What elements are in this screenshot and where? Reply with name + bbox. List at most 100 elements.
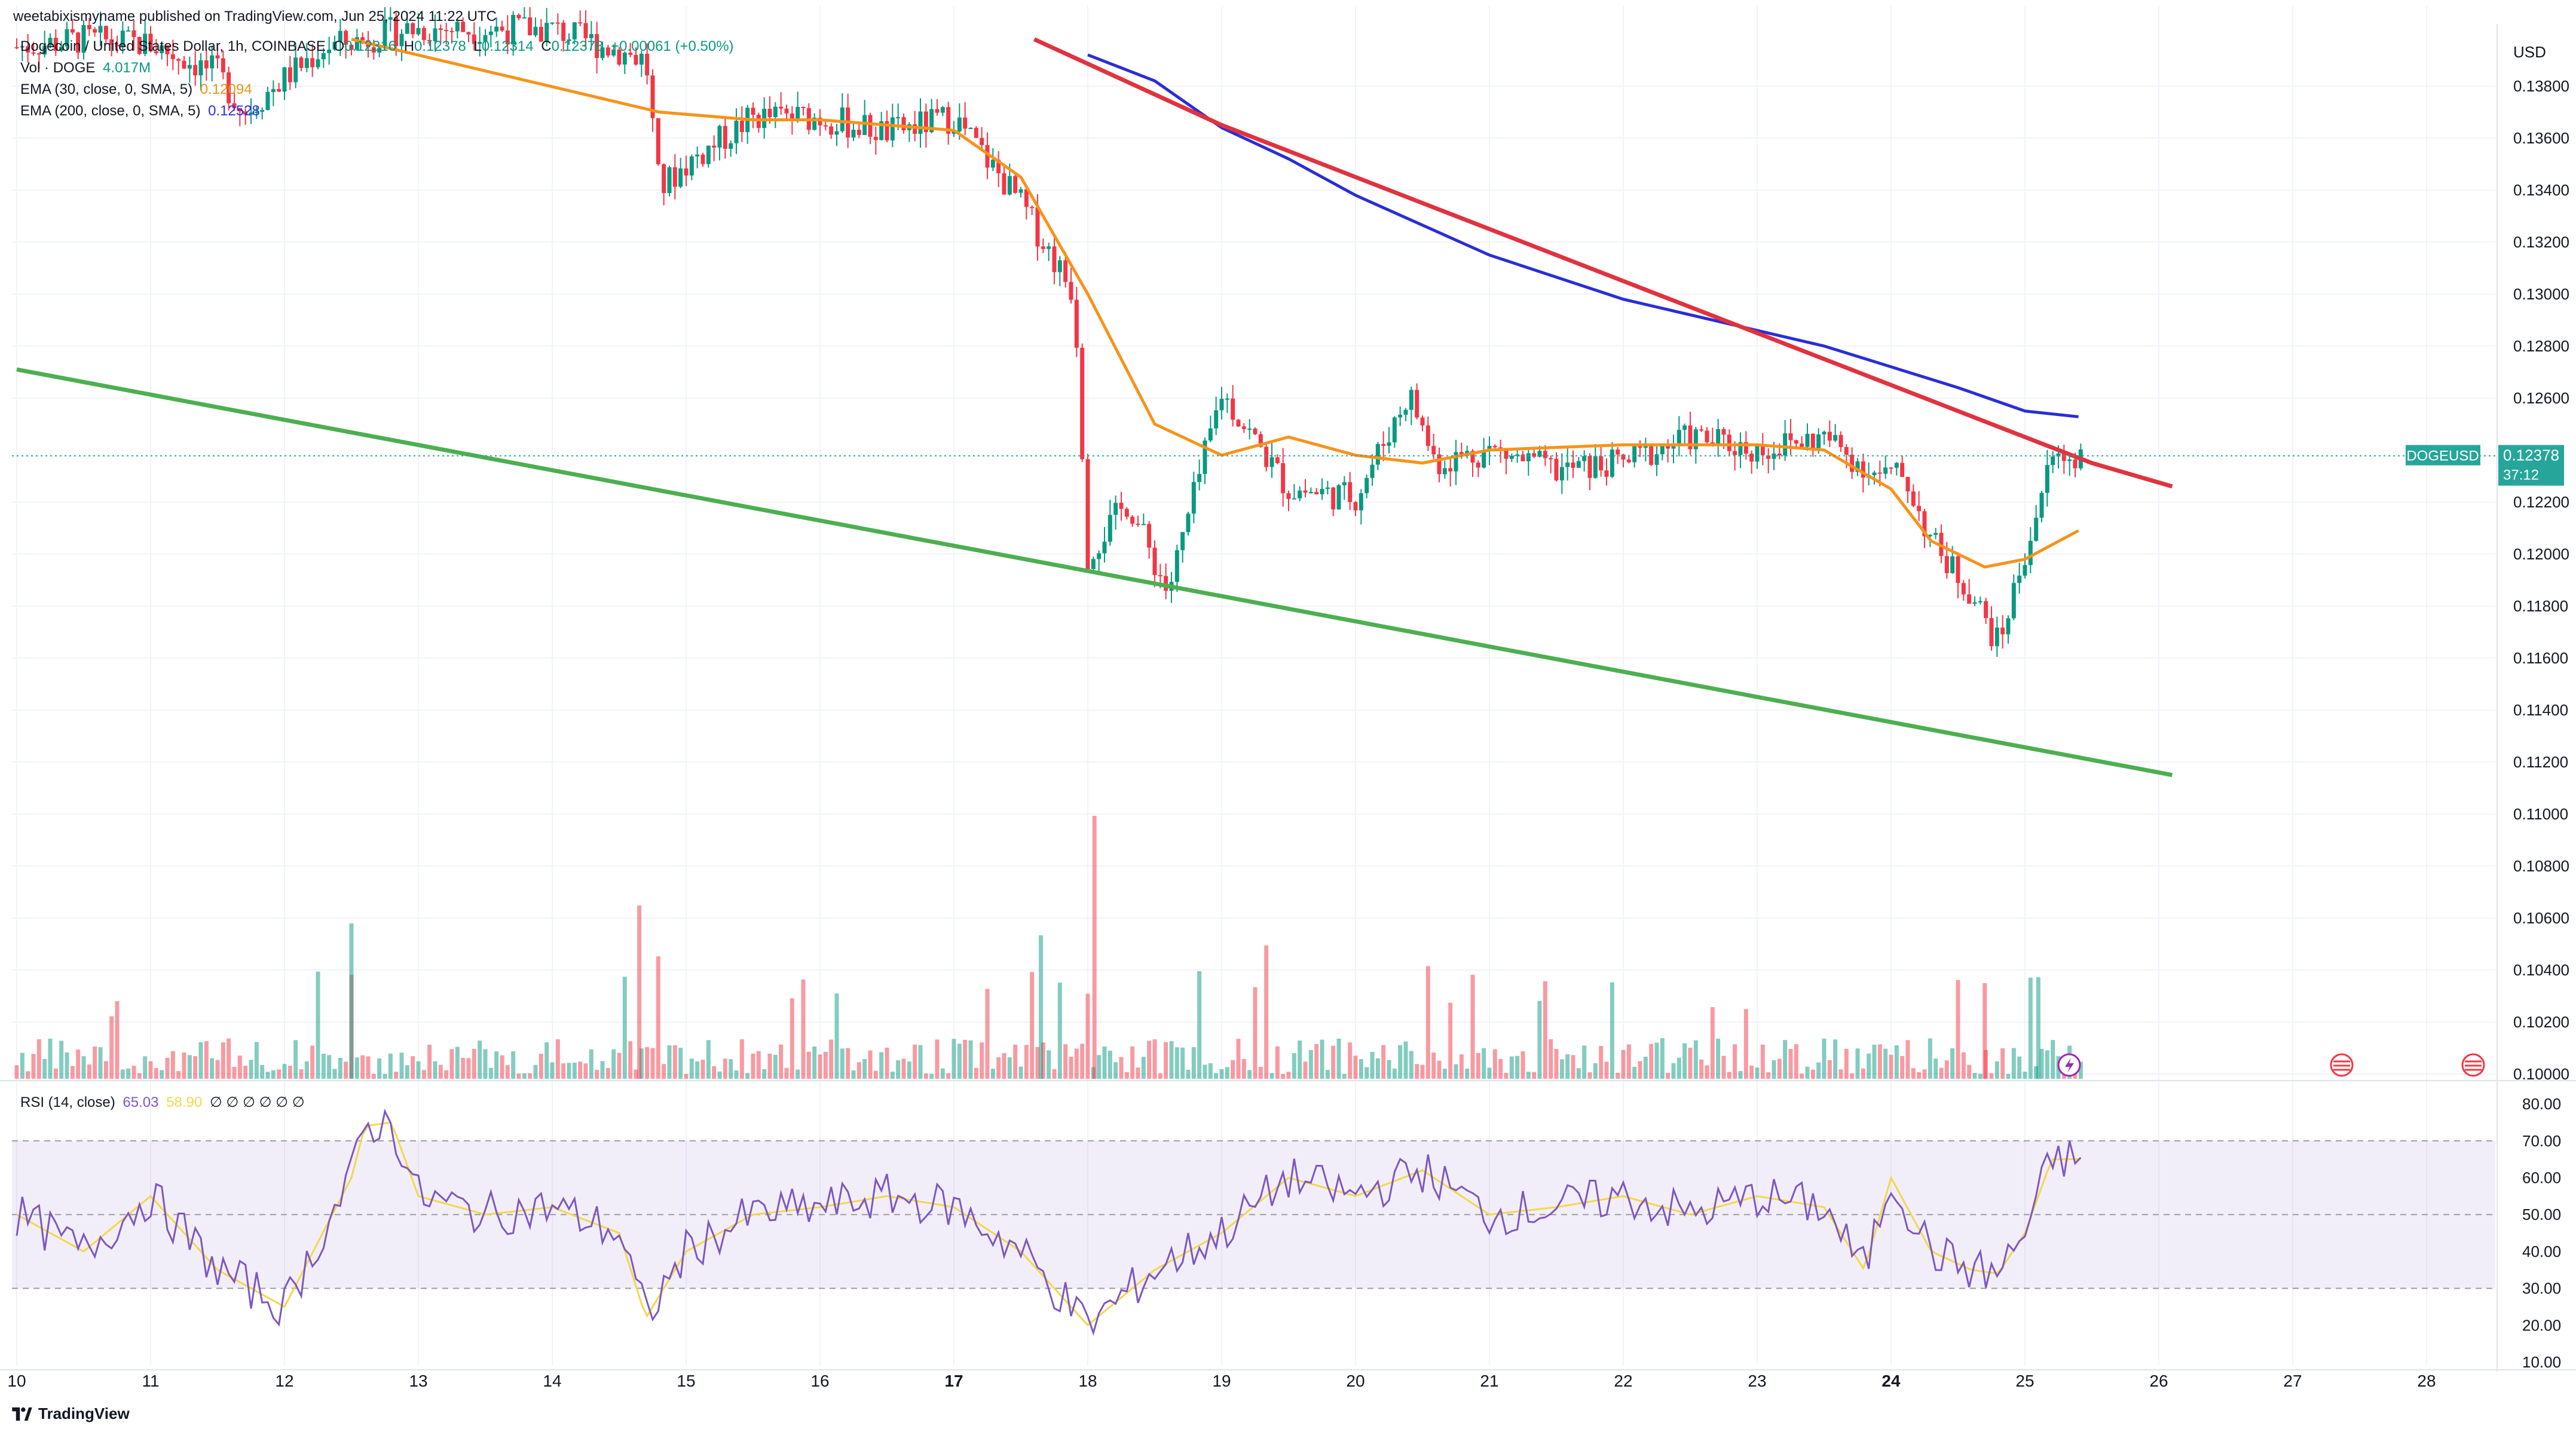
volume-bar bbox=[249, 1060, 253, 1079]
candle-body bbox=[672, 167, 677, 187]
volume-bar bbox=[974, 1067, 978, 1079]
volume-bar bbox=[399, 1052, 404, 1079]
volume-bar bbox=[488, 1067, 493, 1079]
candle-body bbox=[862, 115, 867, 135]
candle-body bbox=[1035, 207, 1040, 247]
volume-bar bbox=[377, 1058, 382, 1079]
volume-bar bbox=[148, 1061, 153, 1079]
volume-bar bbox=[1877, 1044, 1882, 1079]
candle-body bbox=[1755, 445, 1760, 462]
candle-body bbox=[59, 46, 64, 51]
candle-body bbox=[650, 75, 655, 118]
candle-body bbox=[985, 145, 990, 168]
volume-bar bbox=[20, 1052, 25, 1079]
candle-body bbox=[1749, 454, 1754, 462]
candle-body bbox=[968, 127, 973, 129]
candle-body bbox=[739, 121, 744, 132]
volume-bar bbox=[366, 1056, 371, 1079]
symbol-badge-label: DOGEUSD bbox=[2406, 448, 2479, 464]
candle-body bbox=[734, 121, 739, 143]
candle-body bbox=[851, 130, 856, 138]
volume-bar bbox=[1788, 1049, 1793, 1079]
volume-bar bbox=[583, 1063, 588, 1079]
candle-body bbox=[176, 59, 181, 61]
volume-bar bbox=[578, 1061, 583, 1079]
candle-body bbox=[254, 112, 259, 114]
candle-body bbox=[1961, 583, 1966, 595]
candle-body bbox=[1431, 446, 1436, 455]
volume-bar bbox=[277, 1069, 282, 1079]
volume-bar bbox=[1616, 1072, 1620, 1079]
rsi-line bbox=[16, 1108, 2082, 1336]
candle-body bbox=[1833, 435, 1838, 441]
high-value: 0.12378 bbox=[414, 38, 466, 54]
volume-bar bbox=[65, 1052, 69, 1079]
volume-bar bbox=[182, 1052, 186, 1079]
candle-body bbox=[1504, 450, 1509, 459]
volume-bar bbox=[1018, 1066, 1023, 1079]
candle-body bbox=[1565, 462, 1570, 467]
volume-bar bbox=[611, 1049, 616, 1079]
candle-body bbox=[182, 60, 186, 69]
open-label: O bbox=[333, 38, 345, 54]
time-tick-label: 21 bbox=[1480, 1372, 1498, 1390]
candle-body bbox=[416, 27, 421, 35]
candle-body bbox=[1409, 390, 1414, 410]
volume-bar bbox=[1264, 945, 1269, 1079]
candle-body bbox=[371, 47, 376, 53]
volume-bar bbox=[1448, 1002, 1453, 1079]
candle-body bbox=[600, 47, 605, 59]
volume-bar bbox=[963, 1039, 968, 1079]
volume-bar bbox=[1978, 1073, 1983, 1079]
price-tick-label: 0.11600 bbox=[2513, 649, 2568, 667]
candle-body bbox=[1197, 474, 1202, 482]
candle-body bbox=[1626, 459, 1631, 463]
candle-body bbox=[550, 22, 555, 24]
candle-body bbox=[990, 160, 995, 168]
candle-body bbox=[2039, 492, 2044, 518]
volume-bar bbox=[1504, 1073, 1509, 1079]
volume-bar bbox=[1666, 1073, 1671, 1079]
candle-body bbox=[1537, 451, 1542, 457]
candle-body bbox=[1688, 425, 1693, 449]
time-tick-label: 13 bbox=[409, 1372, 427, 1390]
volume-bar bbox=[1063, 1044, 1068, 1079]
volume-bar bbox=[634, 1069, 638, 1079]
volume-bar bbox=[723, 1058, 727, 1079]
volume-bar bbox=[421, 1070, 426, 1079]
volume-bar bbox=[1805, 1066, 1810, 1079]
volume-bar bbox=[639, 1048, 644, 1079]
ema200-label: EMA (200, close, 0, SMA, 5) bbox=[20, 103, 201, 119]
volume-bar bbox=[1989, 1073, 1994, 1079]
candle-body bbox=[232, 103, 237, 109]
volume-bar bbox=[1247, 1070, 1252, 1079]
candle-body bbox=[706, 145, 711, 164]
candle-body bbox=[572, 22, 577, 39]
volume-bar bbox=[1944, 1060, 1949, 1079]
candle-body bbox=[1861, 461, 1865, 478]
candle-body bbox=[455, 22, 460, 32]
candle-body bbox=[767, 109, 772, 117]
volume-bar bbox=[762, 1069, 767, 1079]
volume-bar bbox=[411, 1056, 415, 1079]
volume-bar bbox=[868, 1050, 873, 1079]
candle-body bbox=[1052, 246, 1057, 273]
candle-body bbox=[528, 17, 533, 36]
volume-bar bbox=[790, 998, 794, 1079]
candle-body bbox=[662, 164, 666, 194]
candle-body bbox=[617, 50, 622, 65]
volume-bar bbox=[2028, 977, 2033, 1079]
candle-body bbox=[2023, 565, 2027, 576]
volume-bar bbox=[1610, 982, 1614, 1079]
candle-body bbox=[1989, 618, 1994, 647]
volume-bar bbox=[1933, 1058, 1938, 1079]
volume-bar bbox=[818, 1054, 822, 1079]
volume-bar bbox=[1085, 993, 1090, 1079]
price-tick-label: 0.11000 bbox=[2513, 805, 2568, 823]
volume-value: 4.017M bbox=[103, 60, 151, 76]
candle-body bbox=[299, 57, 304, 68]
volume-bar bbox=[796, 1069, 800, 1079]
candle-body bbox=[505, 30, 510, 45]
candle-body bbox=[483, 35, 488, 42]
candle-body bbox=[1258, 434, 1263, 447]
